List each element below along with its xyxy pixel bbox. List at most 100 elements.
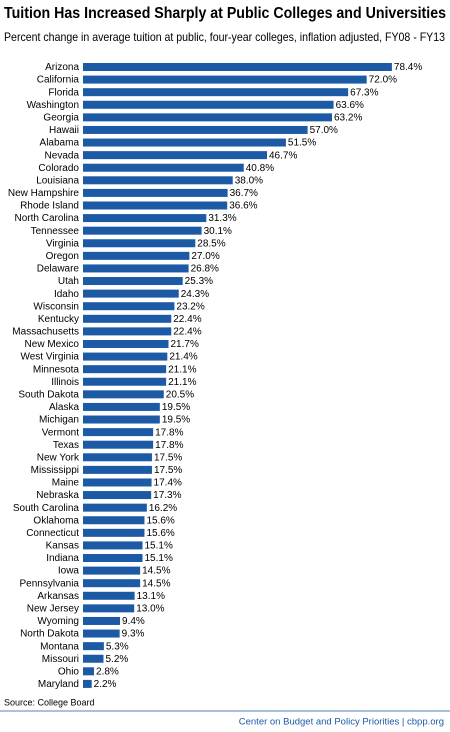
category-label: Delaware [37,264,80,275]
bar [83,428,154,437]
category-label: Alabama [40,138,80,149]
category-label: Rhode Island [20,201,79,212]
bar [83,616,121,625]
bar [83,75,367,84]
category-label: Missouri [42,654,79,665]
value-label: 22.4% [173,327,201,338]
category-label: South Carolina [13,503,80,514]
bar [83,226,202,235]
value-label: 2.2% [94,679,117,690]
value-label: 19.5% [162,402,190,413]
value-label: 17.5% [154,465,182,476]
value-label: 22.4% [173,314,201,325]
bar [83,163,244,172]
bar [83,151,267,160]
value-label: 21.4% [169,352,197,363]
category-label: North Carolina [15,213,80,224]
bar [83,264,189,273]
value-label: 5.2% [105,654,128,665]
bar [83,478,152,487]
value-label: 63.2% [334,113,362,124]
value-label: 57.0% [310,125,338,136]
bar [83,390,164,399]
category-label: Oregon [46,251,79,262]
bar [83,541,143,550]
category-label: West Virginia [20,352,79,363]
category-label: Alaska [49,402,79,413]
value-label: 21.1% [168,364,196,375]
bar [83,289,179,298]
bar [83,402,160,411]
category-label: Oklahoma [33,515,79,526]
bar [83,528,145,537]
bar [83,365,167,374]
value-label: 14.5% [142,578,170,589]
footer: Center on Budget and Policy Priorities |… [239,717,444,728]
category-label: Georgia [43,113,79,124]
category-label: Indiana [46,553,79,564]
category-label: New York [37,452,80,463]
value-label: 14.5% [142,566,170,577]
category-label: Maryland [38,679,79,690]
value-label: 17.5% [154,452,182,463]
bar [83,239,196,248]
category-label: Michigan [39,415,79,426]
category-label: New Jersey [27,604,79,615]
category-label: Washington [27,100,79,111]
bar [83,629,120,638]
bar [83,201,228,210]
bar [83,214,207,223]
category-label: Illinois [51,377,79,388]
value-label: 5.3% [106,641,129,652]
category-label: Florida [48,87,79,98]
category-label: Hawaii [49,125,79,136]
value-label: 30.1% [204,226,232,237]
value-label: 51.5% [288,138,316,149]
value-label: 26.8% [191,264,219,275]
chart-title: Tuition Has Increased Sharply at Public … [4,5,446,22]
value-label: 78.4% [394,62,422,73]
bar [83,566,141,575]
value-label: 15.1% [144,541,172,552]
value-label: 28.5% [197,238,225,249]
bar [83,251,190,260]
bar [83,491,152,500]
bar [83,377,167,386]
category-label: Montana [40,641,79,652]
bar [83,125,308,134]
category-label: Arkansas [37,591,79,602]
category-label: Nevada [45,150,80,161]
bar [83,176,233,185]
bar [83,63,392,71]
category-label: South Dakota [18,389,79,400]
value-label: 31.3% [208,213,236,224]
value-label: 36.6% [229,201,257,212]
category-label: Iowa [58,566,80,577]
bar [83,88,349,97]
category-label: Arizona [45,62,79,73]
value-label: 21.1% [168,377,196,388]
bar [83,113,333,122]
category-label: Texas [53,440,79,451]
category-label: North Dakota [20,629,79,640]
category-label: Wisconsin [33,301,79,312]
bar [83,453,152,462]
value-label: 15.1% [144,553,172,564]
value-label: 25.3% [185,276,213,287]
bar [83,314,172,323]
category-label: Mississippi [31,465,79,476]
value-label: 40.8% [246,163,274,174]
category-label: Nebraska [36,490,79,501]
value-label: 19.5% [162,415,190,426]
category-label: Kansas [46,541,79,552]
value-label: 46.7% [269,150,297,161]
value-label: 23.2% [176,301,204,312]
bar [83,554,143,563]
category-label: Louisiana [36,175,79,186]
bar [83,277,183,286]
category-label: Tennessee [31,226,80,237]
value-label: 36.7% [230,188,258,199]
bar [83,188,228,197]
bar [83,100,334,109]
